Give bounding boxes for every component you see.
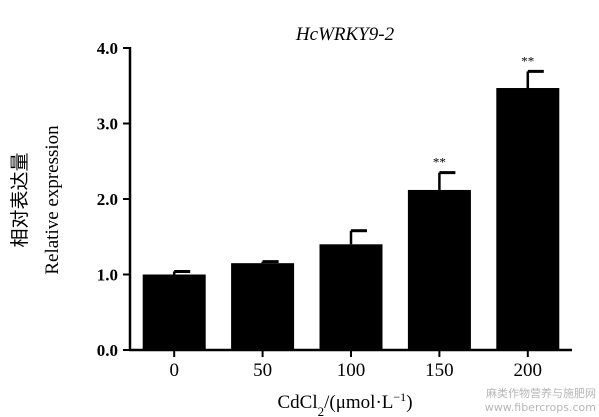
y-ticks: 0.0 1.0 2.0 3.0 4.0 xyxy=(97,39,130,360)
y-axis-label: 相对表达量 Relative expression xyxy=(9,125,63,275)
significance-label: ** xyxy=(521,53,534,68)
watermark-line1: 麻类作物营养与施肥网 xyxy=(486,386,596,400)
bar xyxy=(496,88,560,350)
x-tick-label: 50 xyxy=(253,360,272,381)
x-axis-label: CdCl2/(μmol·L−1) xyxy=(277,390,412,417)
x-tick-label: 200 xyxy=(514,360,543,381)
chart-title: HcWRKY9-2 xyxy=(295,24,395,45)
x-tick-label: 0 xyxy=(169,360,179,381)
watermark-line2: www.fibercrops.com xyxy=(485,401,596,414)
x-tick-label: 150 xyxy=(425,360,454,381)
bar xyxy=(142,274,206,350)
x-tick-label: 100 xyxy=(337,360,366,381)
y-tick-label: 2.0 xyxy=(97,190,118,209)
bar xyxy=(407,189,471,350)
bar xyxy=(319,244,383,350)
y-axis-label-en: Relative expression xyxy=(42,125,63,275)
y-tick-label: 1.0 xyxy=(97,266,118,285)
x-ticks: 0 50 100 150 200 xyxy=(169,350,542,381)
y-tick-label: 3.0 xyxy=(97,115,118,134)
watermark: 麻类作物营养与施肥网 www.fibercrops.com xyxy=(485,386,596,414)
y-tick-label: 4.0 xyxy=(97,39,118,58)
y-tick-label: 0.0 xyxy=(97,341,118,360)
bars: ** ** xyxy=(142,53,560,350)
bar xyxy=(231,263,295,350)
y-axis-label-cn: 相对表达量 xyxy=(9,152,31,247)
significance-label: ** xyxy=(433,155,446,170)
